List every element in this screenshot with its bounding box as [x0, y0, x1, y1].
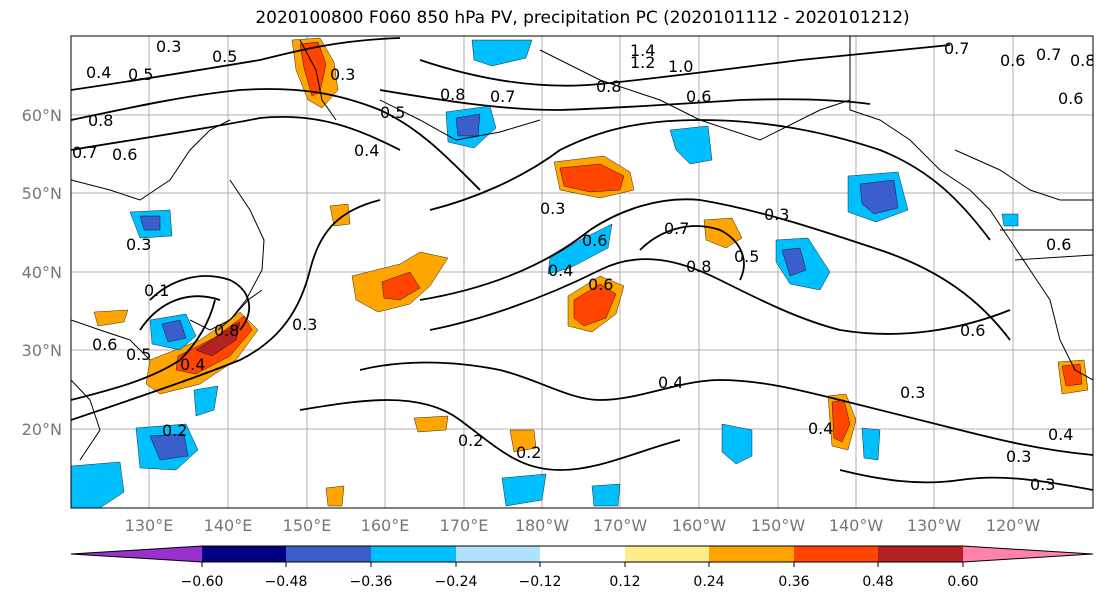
contour-label: 0.3: [764, 205, 789, 224]
contour-label: 0.5: [380, 103, 405, 122]
lon-label: 140°E: [204, 516, 253, 535]
contour-label: 0.8: [1070, 51, 1095, 70]
contour-label: 0.4: [180, 355, 205, 374]
contour-label: 0.3: [540, 199, 565, 218]
contour-label: 0.7: [490, 87, 515, 106]
lon-label: 120°W: [986, 516, 1041, 535]
lon-label: 160°W: [672, 516, 727, 535]
colorbar: [70, 545, 1094, 567]
contour-label: 1.2: [630, 53, 655, 72]
colorbar-segment: [286, 546, 371, 562]
colorbar-tick: 0.36: [778, 574, 809, 590]
colorbar-segment: [456, 546, 540, 562]
colorbar-segment: [625, 546, 709, 562]
colorbar-segment: [794, 546, 878, 562]
lon-label: 150°W: [751, 516, 806, 535]
contour-label: 0.4: [354, 141, 379, 160]
contour-label: 0.8: [596, 77, 621, 96]
colorbar-tick: 0.24: [693, 574, 724, 590]
colorbar-segment: [709, 546, 794, 562]
lon-label: 130°W: [907, 516, 962, 535]
contour-label: 0.8: [686, 257, 711, 276]
contour-label: 0.8: [88, 111, 113, 130]
contour-label: 0.6: [582, 231, 607, 250]
contour-label: 0.3: [1006, 447, 1031, 466]
contour-label: 1.4: [630, 41, 655, 60]
contour-labels: 0.3 0.5 0.4 0.5 0.8 0.7 0.6 0.4 0.3 0.5 …: [72, 37, 1095, 494]
lon-label: 170°E: [440, 516, 489, 535]
contour-label: 0.4: [658, 373, 683, 392]
contour-label: 0.6: [686, 87, 711, 106]
lat-label: 50°N: [22, 184, 62, 203]
lat-label: 60°N: [22, 106, 62, 125]
contour-label: 0.5: [128, 65, 153, 84]
contour-label: 0.6: [112, 145, 137, 164]
contour-label: 0.3: [126, 235, 151, 254]
contour-label: 0.3: [330, 65, 355, 84]
colorbar-tick: 0.12: [609, 574, 640, 590]
contour-label: 0.7: [72, 143, 97, 162]
lon-label: 180°W: [515, 516, 570, 535]
precipitation-shading: [71, 37, 1089, 508]
lon-label: 160°E: [361, 516, 410, 535]
lat-label: 30°N: [22, 341, 62, 360]
contour-label: 0.6: [92, 335, 117, 354]
colorbar-tick: −0.24: [435, 574, 478, 590]
contour-label: 0.7: [664, 219, 689, 238]
contour-label: 0.2: [458, 431, 483, 450]
map-title: 2020100800 F060 850 hPa PV, precipitatio…: [255, 8, 910, 28]
contour-label: 0.8: [440, 85, 465, 104]
contour-label: 0.5: [734, 247, 759, 266]
contour-label: 0.7: [944, 39, 969, 58]
contour-label: 0.8: [214, 321, 239, 340]
contour-label: 0.6: [960, 321, 985, 340]
longitude-labels: 130°E 140°E 150°E 160°E 170°E 180°W 170°…: [125, 516, 1041, 535]
contour-label: 0.3: [156, 37, 181, 56]
lon-label: 170°W: [593, 516, 648, 535]
contour-label: 0.1: [144, 281, 169, 300]
contour-label: 0.3: [1030, 475, 1055, 494]
contour-label: 0.4: [808, 419, 833, 438]
contour-label: 0.3: [900, 383, 925, 402]
colorbar-tick: −0.36: [350, 574, 393, 590]
colorbar-ticks: −0.60 −0.48 −0.36 −0.24 −0.12 0.12 0.24 …: [181, 574, 979, 590]
colorbar-segment: [963, 546, 1093, 562]
lat-label: 40°N: [22, 263, 62, 282]
colorbar-tick: 0.48: [862, 574, 893, 590]
latitude-labels: 60°N 50°N 40°N 30°N 20°N: [22, 106, 62, 439]
contour-label: 0.6: [1058, 89, 1083, 108]
colorbar-tick: 0.60: [947, 574, 978, 590]
coastlines: [71, 36, 1093, 461]
contour-label: 0.5: [126, 345, 151, 364]
colorbar-segment: [371, 546, 456, 562]
colorbar-tick: −0.48: [265, 574, 308, 590]
colorbar-segment: [202, 546, 286, 562]
map-frame: [70, 35, 1094, 509]
contour-label: 0.6: [1000, 51, 1025, 70]
colorbar-tick: −0.60: [181, 574, 224, 590]
contour-label: 0.3: [292, 315, 317, 334]
contour-label: 0.5: [212, 47, 237, 66]
contour-label: 0.4: [548, 261, 573, 280]
contour-label: 0.2: [516, 443, 541, 462]
colorbar-tick: −0.12: [519, 574, 562, 590]
contour-label: 0.2: [162, 421, 187, 440]
lon-label: 150°E: [283, 516, 332, 535]
contour-label: 0.6: [588, 275, 613, 294]
contour-label: 0.6: [1046, 235, 1071, 254]
lon-label: 140°W: [829, 516, 884, 535]
contour-label: 1.0: [668, 57, 693, 76]
contour-label: 0.4: [1048, 425, 1073, 444]
contour-label: 0.7: [1036, 45, 1061, 64]
colorbar-segment: [540, 546, 625, 562]
contour-label: 0.4: [86, 63, 111, 82]
colorbar-segment: [878, 546, 963, 562]
colorbar-segment: [71, 546, 202, 562]
lon-label: 130°E: [125, 516, 174, 535]
pv-contours: [71, 37, 1093, 491]
lat-label: 20°N: [22, 420, 62, 439]
